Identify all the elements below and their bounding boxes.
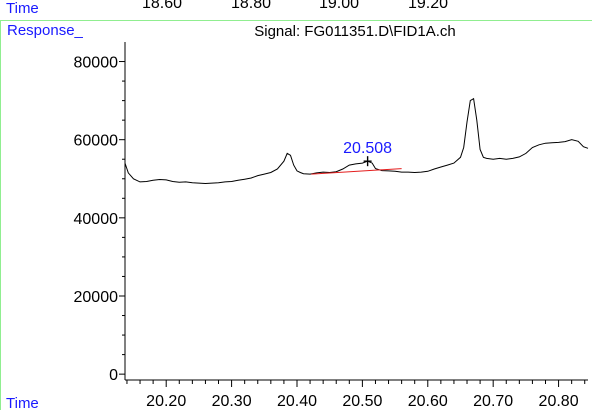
x-axis-label: Time bbox=[6, 395, 39, 410]
x-tick-label: 20.40 bbox=[277, 393, 317, 410]
y-tick-label: 60000 bbox=[74, 133, 119, 150]
y-axis-label: Response_ bbox=[7, 22, 84, 39]
top-tick-1: 18.60 bbox=[142, 0, 182, 12]
integration-baseline bbox=[311, 168, 402, 175]
x-ticks: 20.20 20.30 20.40 20.50 20.60 20.70 20.80 bbox=[126, 380, 586, 410]
signal-trace bbox=[124, 97, 589, 185]
peak-annotations: 20.508 bbox=[311, 140, 402, 175]
y-tick-label: 40000 bbox=[74, 211, 119, 228]
chart-title: Signal: FG011351.D\FID1A.ch bbox=[254, 23, 456, 40]
x-tick-label: 20.70 bbox=[473, 393, 513, 410]
x-tick-label: 20.20 bbox=[146, 393, 186, 410]
y-tick-label: 80000 bbox=[74, 55, 119, 72]
top-time-label: Time bbox=[6, 0, 39, 17]
y-tick-label: 0 bbox=[109, 367, 118, 384]
x-tick-label: 20.50 bbox=[342, 393, 382, 410]
top-tick-2: 18.80 bbox=[231, 0, 271, 12]
x-tick-label: 20.60 bbox=[408, 393, 448, 410]
y-tick-label: 20000 bbox=[74, 289, 119, 306]
top-tick-3: 19.00 bbox=[319, 0, 359, 12]
x-tick-label: 20.30 bbox=[212, 393, 252, 410]
y-ticks: 0 20000 40000 60000 80000 bbox=[74, 55, 125, 384]
top-tick-4: 19.20 bbox=[408, 0, 448, 12]
peak-label: 20.508 bbox=[343, 140, 392, 157]
x-tick-label: 20.80 bbox=[539, 393, 579, 410]
